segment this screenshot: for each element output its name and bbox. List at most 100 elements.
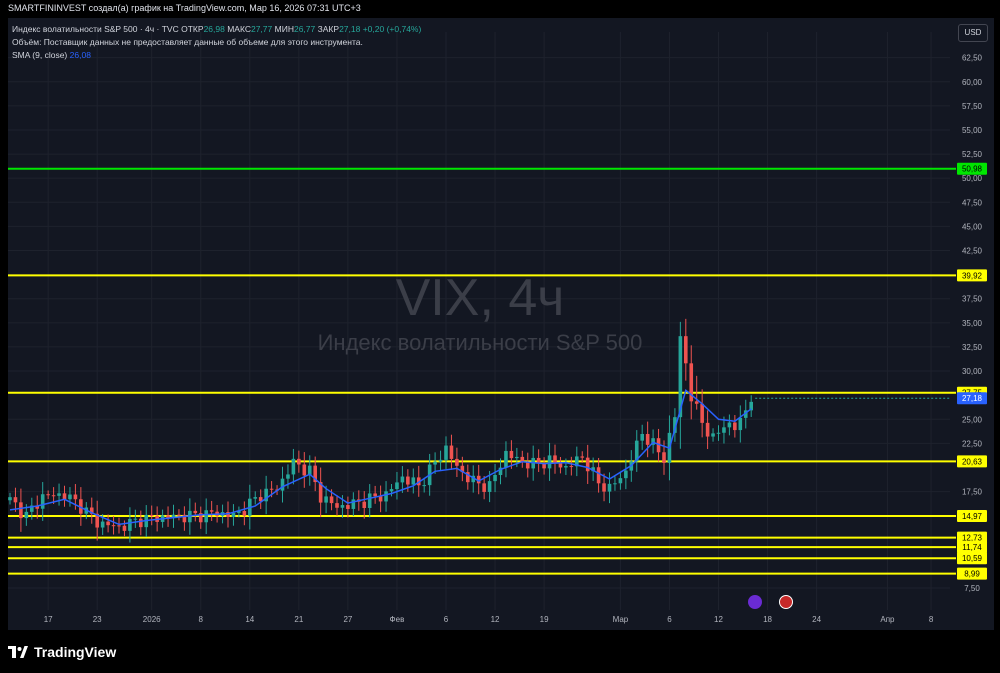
candle-body [684, 336, 688, 364]
x-tick-label: 17 [44, 615, 53, 624]
candle-body [346, 505, 350, 509]
x-tick-label: 12 [714, 615, 723, 624]
attribution-text: SMARTFININVEST создал(а) график на Tradi… [8, 3, 361, 13]
y-tick-label: 37,50 [962, 295, 983, 304]
horizontal-levels[interactable] [8, 167, 956, 575]
candle-body [340, 505, 345, 508]
candle-body [149, 514, 154, 516]
y-tick-label: 35,00 [962, 319, 983, 328]
level-label-box [957, 455, 987, 468]
candle-body [624, 470, 628, 479]
candle-body [237, 511, 241, 513]
candle-body [318, 482, 323, 503]
last-price-text: 27,18 [962, 394, 983, 403]
candle-body [313, 465, 317, 483]
candle-body [444, 445, 448, 460]
candle-body [504, 450, 508, 468]
legend-volume-note: Объём: Поставщик данных не предоставляет… [12, 37, 363, 47]
candle-body [547, 455, 552, 469]
y-tick-label: 42,50 [962, 247, 983, 256]
candle-body [711, 433, 715, 437]
level-label-text: 11,74 [962, 543, 982, 552]
candle-body [634, 440, 639, 462]
candle-body [471, 475, 476, 483]
y-tick-label: 17,50 [962, 488, 983, 497]
y-tick-label: 62,50 [962, 54, 983, 63]
candle-body [280, 478, 285, 491]
lightning-event-icon[interactable] [748, 595, 762, 609]
candle-body [645, 433, 650, 445]
plot-background [8, 18, 950, 630]
candle-body [111, 525, 116, 527]
candle-body [673, 417, 677, 433]
candle-body [324, 496, 328, 503]
candle-body [204, 510, 208, 523]
candle-body [297, 458, 301, 465]
candle-body [378, 496, 383, 502]
candle-body [373, 493, 377, 497]
price-axis-background [950, 18, 994, 630]
candle-body [749, 401, 753, 411]
candle-body [30, 505, 34, 512]
candle-body [400, 476, 405, 483]
candle-body [351, 499, 356, 509]
x-tick-label: 27 [343, 615, 352, 624]
level-label-text: 50,98 [962, 165, 983, 174]
candle-body [19, 502, 23, 519]
y-tick-label: 50,00 [962, 174, 983, 183]
candle-body [509, 450, 514, 459]
level-label-text: 14,97 [962, 512, 983, 521]
level-label-text: 8,99 [964, 570, 980, 579]
legend-sma-label: SMA (9, close) [12, 50, 68, 60]
candle-body [613, 483, 617, 485]
candle-body [493, 475, 497, 482]
x-tick-label: Апр [880, 615, 895, 624]
candle-body [476, 475, 481, 484]
x-tick-label: 14 [245, 615, 254, 624]
x-tick-label: 12 [491, 615, 500, 624]
candle-body [367, 493, 372, 508]
candle-body [536, 457, 541, 464]
candle-body [498, 467, 503, 476]
y-tick-label: 22,50 [962, 439, 983, 448]
candle-body [51, 495, 56, 497]
candle-body [122, 525, 127, 531]
candle-body [40, 494, 45, 509]
candle-body [68, 494, 72, 500]
candle-body [591, 467, 595, 472]
x-tick-label: 2026 [143, 615, 161, 624]
candle-body [57, 493, 61, 496]
candle-body [466, 472, 470, 483]
currency-button[interactable]: USD [958, 24, 988, 42]
candle-body [564, 466, 568, 468]
candle-body [689, 363, 694, 402]
candle-body [449, 445, 454, 459]
level-label-text: 39,92 [962, 271, 983, 280]
legend-high-value: 27,77 [250, 24, 273, 34]
legend-sma-row[interactable]: SMA (9, close) 26,08 [12, 50, 91, 60]
candle-body [73, 494, 78, 500]
candle-body [89, 507, 94, 514]
tradingview-brand[interactable]: TradingView [8, 643, 116, 661]
candle-body [95, 513, 99, 528]
level-price-labels: 50,9839,9227,7520,6314,9712,7311,7410,59… [755, 162, 987, 580]
us-flag-event-icon[interactable] [779, 595, 793, 609]
level-label-text: 10,59 [962, 554, 983, 563]
candle-body [13, 497, 18, 503]
candle-body [602, 483, 606, 492]
candle-body [575, 456, 579, 467]
candle-body [231, 512, 236, 517]
y-tick-label: 45,00 [962, 222, 983, 231]
x-tick-label: Мар [613, 615, 629, 624]
x-tick-label: 21 [294, 615, 303, 624]
candle-body [117, 525, 121, 527]
x-tick-label: 19 [540, 615, 549, 624]
candle-body [411, 477, 416, 485]
candle-body [128, 518, 132, 531]
candle-body [62, 493, 67, 500]
time-axis[interactable]: 17 23 2026 8 14 21 27 Фев 6 12 19 Мар 6 12 18 24 Апр 8 [44, 615, 934, 624]
y-tick-label: 52,50 [962, 150, 983, 159]
legend-main-row[interactable]: Индекс волатильности S&P 500 · 4ч · TVC … [12, 24, 421, 34]
